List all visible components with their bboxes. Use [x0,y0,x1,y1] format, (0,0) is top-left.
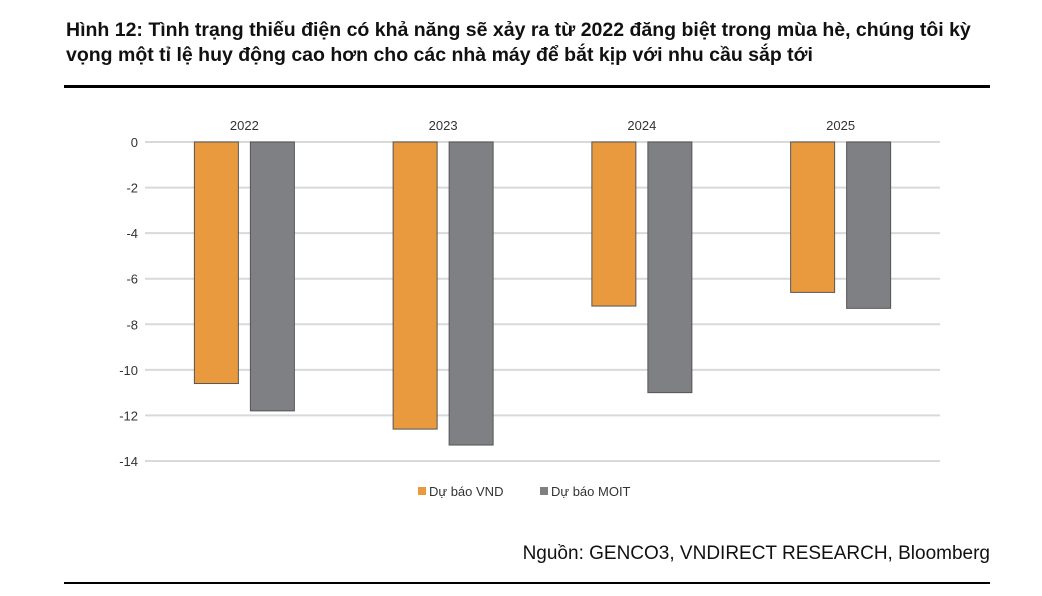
category-label: 2025 [826,118,855,133]
y-tick-label: -12 [119,408,138,423]
y-tick-label: -2 [126,181,138,196]
y-tick-label: -6 [126,272,138,287]
y-tick-label: -8 [126,317,138,332]
bar-vnd-2025 [790,141,836,293]
source-note: Nguồn: GENCO3, VNDIRECT RESEARCH, Bloomb… [522,543,990,564]
bar-vnd-2023 [392,141,438,430]
bar-vnd-2022 [193,141,239,385]
category-label: 2023 [429,118,458,133]
category-label: 2022 [230,118,259,133]
bar-moit-2025 [846,141,892,309]
figure-title: Hình 12: Tình trạng thiếu điện có khả nă… [66,19,971,66]
bar-moit-2024 [647,141,693,394]
legend-swatch [418,487,426,495]
top-rule [64,85,990,88]
bar-chart: 0 -2 -4 -6 -8 -10 -12 -14 2022 2023 2024 2025 Dự báo… [119,118,940,499]
bar-moit-2023 [448,141,494,446]
y-tick-label: -10 [119,363,138,378]
legend-label: Dự báo MOIT [551,484,631,499]
category-label: 2024 [627,118,656,133]
legend-label: Dự báo VND [429,484,503,499]
bar-vnd-2024 [591,141,637,307]
y-tick-label: 0 [131,135,138,150]
y-tick-label: -14 [119,454,138,469]
y-tick-label: -4 [126,226,138,241]
legend-swatch [540,487,548,495]
bottom-rule [64,582,990,584]
bar-moit-2022 [249,141,295,412]
